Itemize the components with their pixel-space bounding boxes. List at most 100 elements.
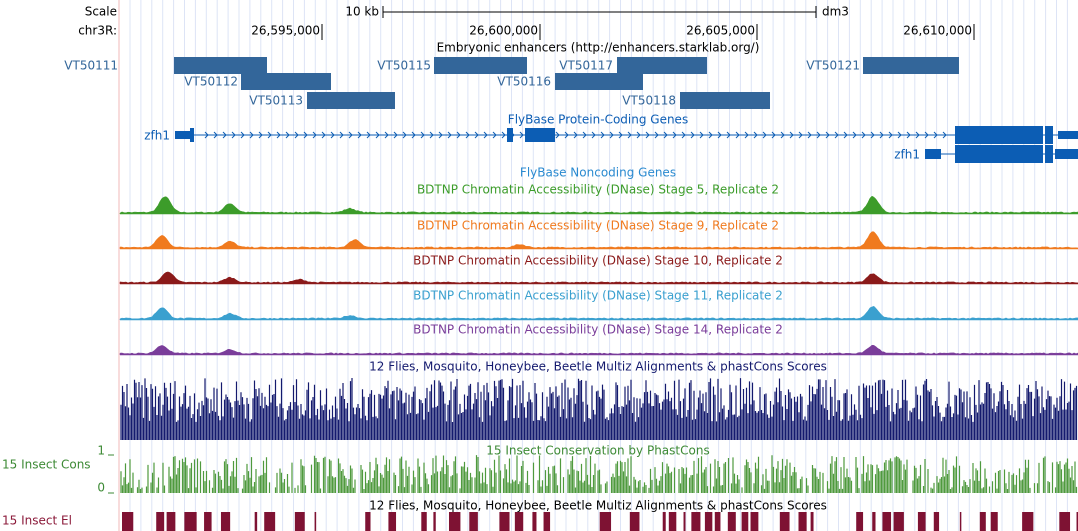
element: [365, 512, 371, 531]
strand-arrow: [879, 131, 884, 139]
exon: [955, 126, 1043, 144]
strand-arrow: [582, 131, 587, 139]
enhancer-label: VT50121: [806, 59, 860, 73]
element: [629, 512, 640, 531]
axis-max: 1: [97, 444, 105, 458]
element: [448, 512, 461, 531]
element: [959, 512, 962, 531]
signal: [119, 231, 1078, 250]
strand-arrow: [735, 131, 740, 139]
strand-arrow: [402, 131, 407, 139]
enhancer-label: VT50116: [497, 75, 551, 89]
strand-arrow: [798, 131, 803, 139]
strand-arrow: [204, 131, 209, 139]
strand-arrow: [231, 131, 236, 139]
element: [1076, 512, 1078, 531]
strand-arrow: [870, 131, 875, 139]
element: [264, 512, 276, 531]
exon: [507, 128, 513, 142]
strand-arrow: [258, 131, 263, 139]
element: [122, 512, 134, 531]
element: [204, 512, 212, 531]
strand-arrow: [348, 131, 353, 139]
strand-arrow: [915, 131, 920, 139]
element: [856, 512, 864, 531]
multiz-bars: [120, 378, 1078, 440]
element: [727, 512, 736, 531]
strand-arrow: [600, 131, 605, 139]
track-title: FlyBase Noncoding Genes: [520, 166, 676, 180]
chrom-label: chr3R:: [78, 24, 117, 38]
strand-arrow: [807, 131, 812, 139]
element: [750, 512, 759, 531]
exon: [925, 149, 941, 159]
enhancer: [617, 57, 707, 74]
enhancer: [241, 73, 331, 90]
element: [979, 512, 986, 531]
element: [532, 512, 537, 531]
strand-arrow: [366, 131, 371, 139]
enhancer: [434, 57, 527, 74]
strand-arrow: [267, 131, 272, 139]
exon: [175, 131, 194, 139]
element: [1059, 512, 1071, 531]
strand-arrow: [771, 131, 776, 139]
strand-arrow: [573, 131, 578, 139]
strand-arrow: [888, 131, 893, 139]
strand-arrow: [591, 131, 596, 139]
strand-arrow: [429, 131, 434, 139]
track-title: BDTNP Chromatin Accessibility (DNase) St…: [413, 254, 783, 268]
element: [668, 512, 677, 531]
element: [990, 512, 998, 531]
track-label: 15 Insect Cons: [2, 458, 91, 472]
element: [798, 512, 807, 531]
strand-arrow: [825, 131, 830, 139]
element: [882, 512, 892, 531]
strand-arrow: [843, 131, 848, 139]
strand-arrow: [411, 131, 416, 139]
element: [166, 512, 176, 531]
strand-arrow: [897, 131, 902, 139]
element: [683, 512, 686, 531]
element: [933, 512, 940, 531]
exon: [525, 128, 555, 142]
strand-arrow: [285, 131, 290, 139]
exon: [955, 145, 1043, 163]
element: [872, 512, 876, 531]
strand-arrow: [627, 131, 632, 139]
enhancer: [555, 73, 643, 90]
strand-arrow: [708, 131, 713, 139]
strand-arrow: [672, 131, 677, 139]
strand-arrow: [303, 131, 308, 139]
position-tick: 26,605,000: [686, 24, 755, 38]
enhancer-label: VT50113: [249, 94, 303, 108]
position-tick: 26,600,000: [469, 24, 538, 38]
enhancer: [307, 92, 395, 109]
strand-arrow: [762, 131, 767, 139]
element: [514, 512, 524, 531]
element: [421, 512, 427, 531]
track-title: BDTNP Chromatin Accessibility (DNase) St…: [413, 289, 783, 303]
strand-arrow: [555, 131, 560, 139]
strand-arrow: [942, 131, 947, 139]
scale-size: 10 kb: [345, 5, 379, 19]
element: [893, 512, 904, 531]
strand-arrow: [312, 131, 317, 139]
track-title: 12 Flies, Mosquito, Honeybee, Beetle Mul…: [369, 499, 827, 513]
strand-arrow: [609, 131, 614, 139]
strand-arrow: [474, 131, 479, 139]
element: [294, 512, 305, 531]
element: [599, 512, 612, 531]
strand-arrow: [780, 131, 785, 139]
strand-arrow: [501, 131, 506, 139]
strand-arrow: [483, 131, 488, 139]
strand-arrow: [753, 131, 758, 139]
enhancer-label: VT50115: [377, 59, 431, 73]
strand-arrow: [393, 131, 398, 139]
strand-arrow: [690, 131, 695, 139]
element: [779, 512, 790, 531]
strand-arrow: [654, 131, 659, 139]
element: [917, 512, 926, 531]
strand-arrow: [681, 131, 686, 139]
